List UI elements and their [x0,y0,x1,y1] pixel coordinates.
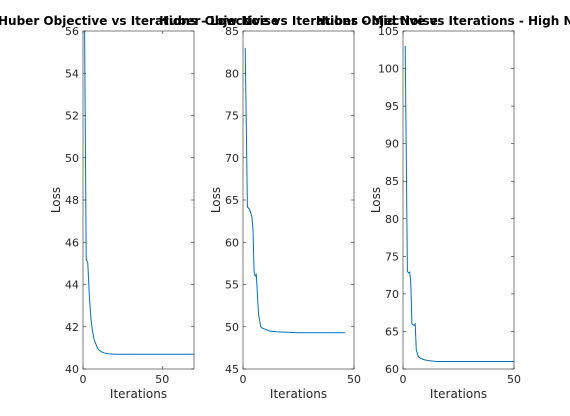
y-tick-label: 105 [378,25,399,38]
x-tick-label: 50 [155,373,169,386]
chart-2: 45 50 55 60 65 70 75 80 85 0 50 Iterations Loss Huber… [159,14,438,401]
x-axis-label: Iterations [270,387,327,401]
chart-title: Huber Objective vs Iterations - Mid Nois… [159,14,438,28]
y-tick-label: 60 [225,236,239,249]
y-tick-label: 75 [225,110,239,123]
series-line-1-1 [84,31,194,355]
x-tick-label: 0 [400,373,407,386]
y-axis-label: Loss [209,187,223,213]
y-axis-label: Loss [49,187,63,213]
y-tick-label: 90 [385,138,399,151]
y-tick-label: 54 [65,67,79,80]
chart-title: Huber Objective vs Iterations - Low Nois… [0,14,279,28]
y-tick-label: 46 [65,236,79,249]
axes-box [82,30,195,370]
y-tick-label: 80 [225,67,239,80]
x-axis-label: Iterations [110,387,167,401]
x-tick-label: 0 [80,373,87,386]
y-tick-label: 55 [225,279,239,292]
y-tick-label: 50 [65,152,79,165]
x-tick-label: 50 [507,373,521,386]
y-tick-label: 70 [385,288,399,301]
x-tick-label: 0 [240,373,247,386]
x-tick-label: 50 [347,373,361,386]
series-line-2-1 [244,47,346,334]
chart-title: Huber Objective vs Iterations - High Noi… [316,14,570,28]
y-tick-label: 75 [385,250,399,263]
chart-3: 60 65 70 75 80 85 90 95 100 105 0 50 Iterations Loss H… [316,14,570,401]
y-tick-label: 50 [225,321,239,334]
y-tick-label: 52 [65,110,79,123]
y-tick-label: 85 [225,25,239,38]
y-tick-label: 70 [225,152,239,165]
y-tick-label: 65 [385,325,399,338]
y-tick-label: 48 [65,194,79,207]
y-tick-label: 56 [65,25,79,38]
y-tick-label: 100 [378,63,399,76]
y-tick-label: 95 [385,100,399,113]
y-tick-label: 42 [65,321,79,334]
y-tick-label: 65 [225,194,239,207]
axes-box [402,30,515,370]
series-line-3-1 [404,45,514,362]
y-axis-label: Loss [369,187,383,213]
y-tick-label: 85 [385,175,399,188]
y-tick-label: 44 [65,279,79,292]
y-tick-label: 60 [385,363,399,376]
y-tick-label: 80 [385,213,399,226]
y-tick-label: 40 [65,363,79,376]
x-axis-label: Iterations [430,387,487,401]
y-tick-label: 45 [225,363,239,376]
